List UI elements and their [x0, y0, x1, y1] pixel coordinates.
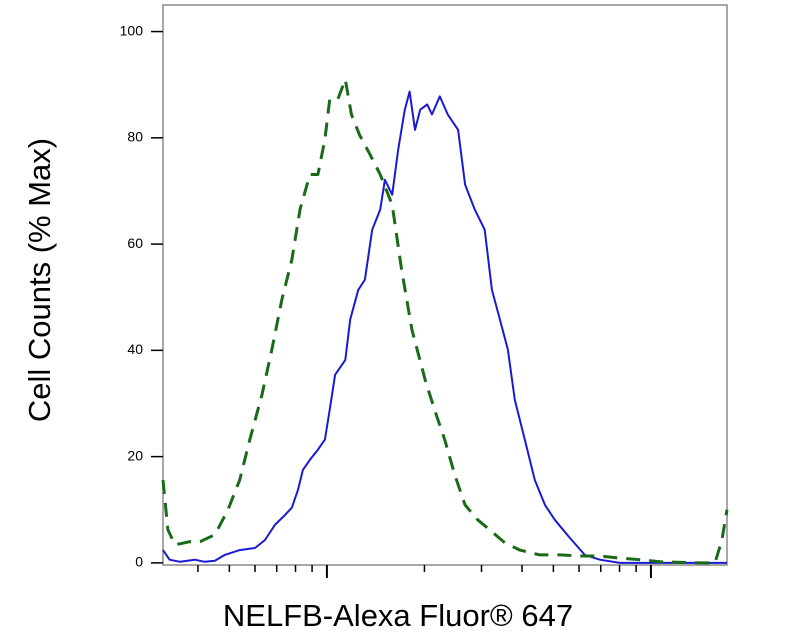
x-axis-title: NELFB-Alexa Fluor® 647	[223, 598, 573, 633]
y-tick-label: 40	[127, 341, 143, 357]
y-tick-label: 0	[135, 554, 143, 570]
series-line	[162, 90, 727, 564]
y-tick-label: 20	[127, 447, 143, 463]
y-axis-title: Cell Counts (% Max)	[22, 138, 57, 422]
series-line	[161, 77, 729, 565]
y-tick-label: 80	[127, 129, 143, 145]
y-tick-label: 60	[127, 235, 143, 251]
plot-frame	[162, 4, 728, 566]
y-tick-label: 100	[120, 22, 144, 38]
